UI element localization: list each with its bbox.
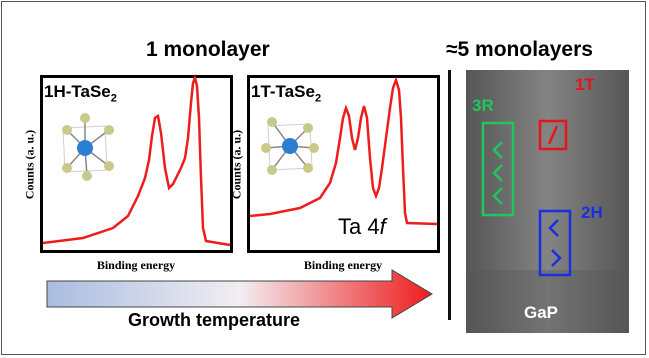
spectrum-curve-1t	[249, 76, 438, 226]
stem-box-3r	[481, 121, 515, 217]
spectrum-curve-1h	[42, 73, 231, 247]
stem-box-2h	[538, 209, 572, 277]
panel-title-1h-sub: 2	[110, 92, 117, 105]
crystal-structure-1h-icon	[62, 113, 114, 181]
section-divider	[448, 70, 451, 320]
label-2h: 2H	[581, 203, 603, 222]
label-1t: 1T	[575, 75, 595, 94]
spectrum-plot-1t	[249, 76, 438, 226]
panel-title-1h-main: 1H-TaSe	[44, 82, 111, 101]
annotation-italic: f	[379, 214, 386, 239]
stem-image-canvas	[466, 70, 629, 333]
x-axis-label-1t: Binding energy	[303, 258, 383, 272]
spectrum-panel-1t: Ta 4f	[247, 75, 440, 253]
x-axis-label-1h: Binding energy	[96, 258, 176, 272]
label-gap: GaP	[524, 303, 559, 322]
heading-one-monolayer: 1 monolayer	[146, 38, 270, 61]
growth-arrow-shape	[46, 269, 433, 319]
panel-title-1t: 1T-TaSe2	[251, 82, 321, 104]
panel-title-1t-sub: 2	[314, 92, 322, 105]
annotation-text: Ta 4	[338, 214, 380, 239]
panel-title-1h: 1H-TaSe2	[44, 82, 117, 104]
ta-4f-annotation: Ta 4f	[338, 214, 386, 240]
stem-image: 1T 3R 2H GaP	[466, 70, 629, 333]
heading-five-monolayers: ≈5 monolayers	[446, 38, 593, 61]
spectrum-plot-1h	[42, 73, 231, 247]
crystal-structure-1t-icon	[261, 117, 319, 175]
panel-title-1t-main: 1T-TaSe	[251, 82, 315, 101]
stem-box-1t	[538, 119, 568, 151]
label-3r: 3R	[472, 96, 494, 115]
growth-temperature-label: Growth temperature	[128, 310, 301, 330]
spectrum-panel-1h	[40, 73, 233, 253]
